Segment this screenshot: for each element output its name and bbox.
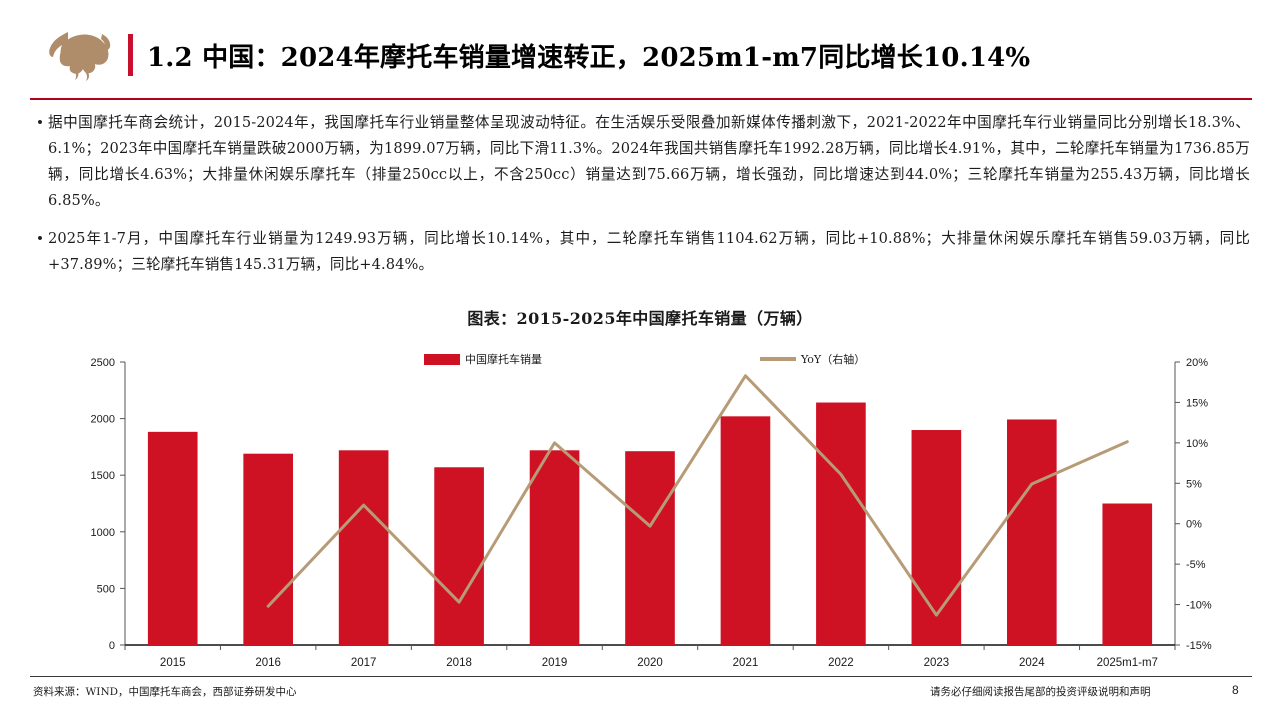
x-axis-tick: 2016 — [255, 657, 281, 669]
left-axis-tick: 2000 — [91, 414, 115, 426]
bullet-item: • 据中国摩托车商会统计，2015-2024年，我国摩托车行业销量整体呈现波动特… — [32, 110, 1250, 214]
left-axis-tick: 2500 — [91, 357, 115, 369]
header-divider — [30, 98, 1252, 100]
bullet-marker-icon: • — [37, 114, 43, 131]
page-number: 8 — [1232, 683, 1239, 697]
x-axis-tick: 2025m1-m7 — [1097, 657, 1158, 669]
right-axis-tick: 15% — [1186, 397, 1208, 409]
x-axis-tick: 2023 — [924, 657, 950, 669]
right-axis-tick: -5% — [1186, 559, 1206, 571]
right-axis-tick: 0% — [1186, 519, 1202, 531]
x-axis-tick: 2020 — [637, 657, 663, 669]
page-title-bar: 1.2 中国：2024年摩托车销量增速转正，2025m1-m7同比增长10.14… — [128, 28, 1248, 82]
chart-bar — [816, 402, 866, 645]
right-axis-tick: 10% — [1186, 438, 1208, 450]
right-axis-tick: 20% — [1186, 357, 1208, 369]
legend-swatch-bar-icon — [424, 353, 460, 365]
page-title: 1.2 中国：2024年摩托车销量增速转正，2025m1-m7同比增长10.14… — [147, 42, 1031, 73]
left-axis-tick: 0 — [109, 640, 115, 652]
title-accent-rule — [128, 34, 133, 76]
chart-bar — [529, 450, 580, 645]
bullet-marker-icon: • — [37, 230, 43, 247]
x-axis-tick: 2015 — [160, 657, 186, 669]
bullet-text: 2025年1-7月，中国摩托车行业销量为1249.93万辆，同比增长10.14%… — [48, 230, 1250, 273]
chart-bar — [625, 451, 675, 645]
legend-label-line: YoY（右轴） — [801, 353, 866, 366]
footer-divider — [30, 676, 1252, 677]
right-axis-tick: 5% — [1186, 478, 1202, 490]
bullet-item: • 2025年1-7月，中国摩托车行业销量为1249.93万辆，同比增长10.1… — [32, 226, 1250, 278]
legend-item-bars: 中国摩托车销量 — [424, 350, 542, 368]
chart-bar — [243, 453, 293, 645]
legend-item-line: YoY（右轴） — [760, 350, 865, 368]
chart-line — [266, 374, 1129, 617]
x-axis-tick: 2017 — [351, 657, 377, 669]
x-axis-tick: 2022 — [828, 657, 854, 669]
chart-title: 图表：2015-2025年中国摩托车销量（万辆） — [467, 309, 813, 328]
chart-bar — [911, 430, 962, 645]
bullet-text: 据中国摩托车商会统计，2015-2024年，我国摩托车行业销量整体呈现波动特征。… — [48, 114, 1250, 209]
chart-figure: 中国摩托车销量 YoY（右轴） 0 500 1000 1500 2000 2500 -15%… — [0, 345, 1280, 670]
bull-logo-icon — [38, 24, 124, 86]
left-axis-tick: 1500 — [91, 470, 115, 482]
chart-bar — [1102, 503, 1153, 645]
x-axis-tick: 2019 — [542, 657, 568, 669]
chart-legend: 中国摩托车销量 YoY（右轴） — [0, 350, 1280, 368]
legend-swatch-line-icon — [760, 357, 796, 361]
left-axis-tick: 1000 — [91, 527, 115, 539]
legend-label-bars: 中国摩托车销量 — [465, 353, 542, 366]
right-axis-tick: -10% — [1186, 600, 1212, 612]
chart-bar — [720, 416, 771, 645]
source-note: 资料来源：WIND，中国摩托车商会，西部证券研发中心 — [33, 686, 297, 698]
chart-bar — [1007, 419, 1057, 645]
chart-plot: 0 500 1000 1500 2000 2500 -15% -10% -5% 0% 5% 10% 15… — [91, 357, 1212, 669]
x-axis-tick: 2018 — [446, 657, 472, 669]
page-header: 1.2 中国：2024年摩托车销量增速转正，2025m1-m7同比增长10.14… — [0, 0, 1280, 100]
x-axis-tick: 2021 — [733, 657, 759, 669]
disclaimer-note: 请务必仔细阅读报告尾部的投资评级说明和声明 — [930, 686, 1151, 698]
chart-bar — [338, 450, 389, 645]
left-axis-tick: 500 — [97, 583, 115, 595]
chart-bar — [434, 467, 484, 645]
right-axis-tick: -15% — [1186, 640, 1212, 652]
x-axis-tick: 2024 — [1019, 657, 1045, 669]
chart-bar — [147, 431, 198, 645]
body-bullets: • 据中国摩托车商会统计，2015-2024年，我国摩托车行业销量整体呈现波动特… — [32, 110, 1250, 290]
